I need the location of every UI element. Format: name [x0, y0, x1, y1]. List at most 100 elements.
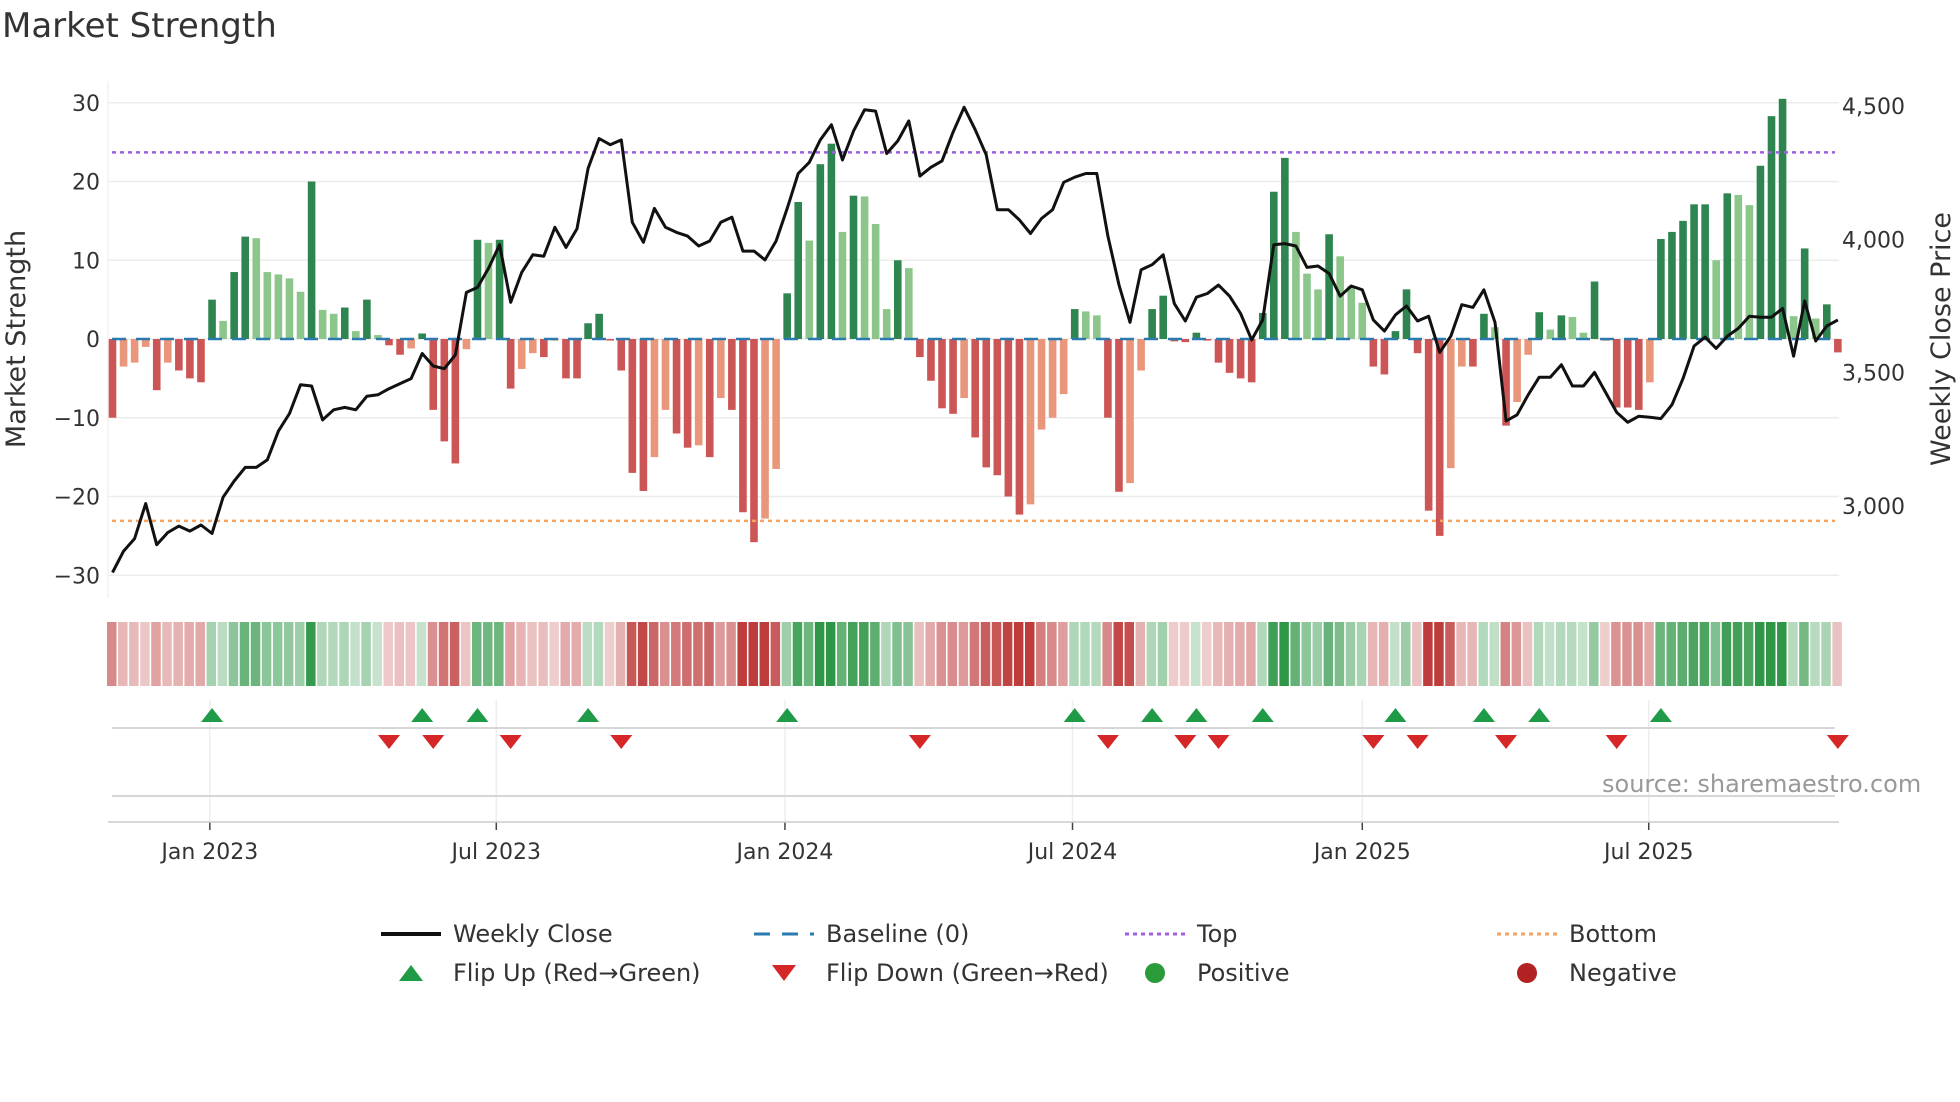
- strength-bar: [473, 239, 482, 339]
- strength-bar: [739, 339, 747, 513]
- heat-strip-cell: [1146, 622, 1157, 686]
- strength-bar: [938, 339, 946, 409]
- heat-strip-cell: [184, 622, 194, 686]
- heat-strip-cell: [339, 622, 349, 686]
- heat-strip-cell: [1467, 622, 1477, 686]
- legend-item-positive[interactable]: Positive: [1125, 959, 1290, 987]
- heat-strip-cell: [449, 622, 460, 686]
- strength-bar: [893, 260, 902, 339]
- strength-bar: [119, 339, 128, 367]
- strength-bar: [993, 339, 1002, 476]
- heat-strip-cell: [991, 622, 1002, 686]
- strength-bar: [838, 231, 847, 339]
- heat-strip-cell: [1091, 622, 1101, 686]
- heat-strip-cell: [1677, 622, 1688, 686]
- strength-bar: [1756, 165, 1765, 339]
- flip-up-marker: [776, 708, 799, 722]
- strength-bar: [1402, 289, 1411, 339]
- strength-bar: [1347, 286, 1356, 339]
- strength-bar: [761, 339, 769, 519]
- strength-bar: [927, 339, 935, 381]
- heat-strip-cell: [1644, 622, 1654, 686]
- strength-bar: [1126, 339, 1134, 484]
- strength-bar: [1070, 309, 1079, 339]
- heat-strip-cell: [582, 622, 593, 686]
- strength-bar: [1646, 339, 1654, 383]
- strength-bar: [705, 339, 714, 458]
- strength-bar: [1767, 116, 1776, 339]
- strength-bar: [1524, 339, 1532, 355]
- strength-bar: [1303, 273, 1311, 339]
- legend-item-baseline[interactable]: Baseline (0): [754, 920, 969, 948]
- strength-bar: [1834, 339, 1842, 353]
- strength-bar: [1557, 315, 1566, 339]
- strength-bar: [573, 339, 581, 379]
- strength-bar: [274, 274, 283, 339]
- strength-bar: [783, 293, 791, 339]
- heat-strip-cell: [505, 622, 515, 686]
- heat-strip-cell: [250, 622, 261, 686]
- heat-strip-cell: [1201, 622, 1212, 686]
- legend-item-flip-up[interactable]: Flip Up (Red→Green): [381, 959, 701, 987]
- heat-strip-cell: [1489, 622, 1499, 686]
- legend-item-bottom[interactable]: Bottom: [1497, 920, 1657, 948]
- heat-strip-cell: [1367, 622, 1378, 686]
- flip-down-marker: [499, 735, 522, 749]
- heat-strip-cell: [1743, 622, 1754, 686]
- strength-bar: [1535, 312, 1544, 339]
- legend-label: Positive: [1197, 959, 1290, 987]
- heat-strip-cell: [848, 622, 858, 686]
- heat-strip-cell: [1002, 622, 1013, 686]
- y-tick-label: 0: [86, 328, 100, 353]
- strength-bar: [484, 242, 493, 339]
- heat-strip-cell: [1633, 622, 1643, 686]
- strength-bar: [1424, 339, 1433, 511]
- strength-bar: [407, 339, 415, 349]
- strength-bar: [1048, 339, 1057, 418]
- heat-strip-cell: [1710, 622, 1721, 686]
- flip-up-marker: [1472, 708, 1495, 722]
- heat-strip-cell: [1600, 622, 1610, 686]
- y-tick-label: −10: [54, 407, 100, 432]
- heat-strip-cell: [283, 622, 294, 686]
- heat-strip-cell: [1754, 622, 1765, 686]
- strength-bar: [374, 335, 382, 339]
- strength-bar: [164, 339, 172, 363]
- heat-strip-cell: [682, 622, 692, 686]
- flip-down-marker: [908, 735, 931, 749]
- heat-strip-cell: [969, 622, 980, 686]
- heat-strip-cell: [239, 622, 250, 686]
- heat-strip-cell: [228, 622, 239, 686]
- heat-strip-cell: [693, 622, 703, 686]
- strength-bar: [1446, 339, 1455, 469]
- heat-strip-cell: [1577, 622, 1588, 686]
- legend-item-negative[interactable]: Negative: [1497, 959, 1677, 987]
- x-tick-label: Jan 2024: [734, 840, 833, 865]
- strength-bar: [352, 331, 360, 339]
- heat-strip-cell: [1766, 622, 1776, 686]
- legend-item-flip-down[interactable]: Flip Down (Green→Red): [754, 959, 1109, 987]
- legend-item-top[interactable]: Top: [1125, 920, 1238, 948]
- heat-strip-cell: [1688, 622, 1699, 686]
- legend-item-close[interactable]: Weekly Close: [381, 920, 613, 948]
- heat-strip-cell: [781, 622, 792, 686]
- heat-strip-cell: [1699, 622, 1710, 686]
- heat-strip-cell: [1102, 622, 1112, 686]
- strength-bar: [860, 196, 869, 339]
- heat-strip-cell: [1788, 622, 1798, 686]
- strength-bar: [108, 339, 117, 418]
- heat-strip-cell: [372, 622, 382, 686]
- strength-bar: [1701, 204, 1709, 339]
- strength-bar: [1745, 205, 1754, 339]
- legend-label: Flip Down (Green→Red): [826, 959, 1109, 987]
- heat-strip-cell: [936, 622, 946, 686]
- legend-label: Negative: [1569, 959, 1677, 987]
- heat-strip-cell: [1655, 622, 1665, 686]
- strength-bar: [960, 339, 968, 399]
- heat-strip-cell: [1235, 622, 1245, 686]
- strength-bar: [1369, 339, 1378, 367]
- strength-bar: [1469, 339, 1477, 367]
- strength-bar: [871, 224, 880, 339]
- strength-bar: [1778, 98, 1787, 339]
- strength-bar: [1225, 339, 1234, 373]
